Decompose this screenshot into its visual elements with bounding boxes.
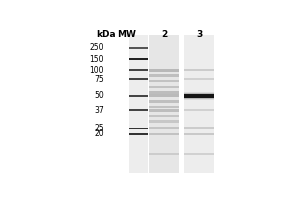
Bar <box>184 109 214 111</box>
Bar <box>149 106 179 108</box>
Bar <box>184 94 214 98</box>
Text: 150: 150 <box>89 55 104 64</box>
Text: 2: 2 <box>161 30 167 39</box>
Bar <box>184 93 214 99</box>
Bar <box>149 35 179 173</box>
Bar <box>129 78 148 80</box>
Bar <box>184 78 214 80</box>
Text: 250: 250 <box>89 43 104 52</box>
Bar <box>149 94 179 97</box>
Bar <box>129 35 148 173</box>
Bar <box>149 127 179 129</box>
Text: 20: 20 <box>94 129 104 138</box>
Text: kDa: kDa <box>96 30 116 39</box>
Bar <box>129 128 148 129</box>
Text: 50: 50 <box>94 91 104 100</box>
Bar <box>149 74 179 77</box>
Bar <box>129 109 148 111</box>
Bar <box>149 120 179 123</box>
Bar <box>149 69 179 72</box>
Text: 37: 37 <box>94 106 104 115</box>
Bar <box>149 100 179 103</box>
Bar <box>149 86 179 88</box>
Bar <box>129 133 148 135</box>
Bar <box>184 133 214 135</box>
Text: MW: MW <box>118 30 136 39</box>
Text: 100: 100 <box>89 66 104 75</box>
Bar <box>149 115 179 117</box>
Text: 75: 75 <box>94 75 104 84</box>
Bar <box>129 95 148 97</box>
Bar <box>129 58 148 60</box>
Bar <box>149 133 179 135</box>
Bar <box>184 92 214 100</box>
Bar <box>184 35 214 173</box>
Bar <box>149 80 179 82</box>
Text: 25: 25 <box>94 124 104 133</box>
Bar <box>129 47 148 49</box>
Bar <box>149 91 179 94</box>
Bar <box>184 69 214 71</box>
Bar <box>184 127 214 129</box>
Bar <box>149 153 179 155</box>
Bar <box>129 69 148 71</box>
Bar <box>184 153 214 155</box>
Bar <box>149 109 179 112</box>
Text: 3: 3 <box>196 30 202 39</box>
